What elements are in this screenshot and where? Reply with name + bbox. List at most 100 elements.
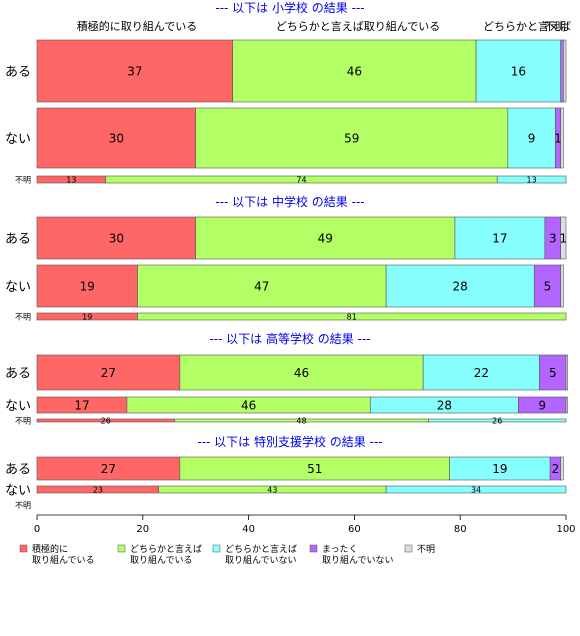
data-label: 19 bbox=[82, 312, 92, 321]
legend-swatch bbox=[212, 544, 221, 553]
row-label: ない bbox=[5, 399, 31, 414]
bar-segment bbox=[385, 485, 567, 494]
x-tick-label: 80 bbox=[454, 524, 467, 535]
bar-segment bbox=[560, 456, 564, 481]
data-label: 28 bbox=[437, 398, 452, 412]
data-label: 19 bbox=[492, 462, 507, 476]
x-tick-label: 60 bbox=[348, 524, 361, 535]
row-label: ない bbox=[5, 483, 31, 498]
row-label: 不明 bbox=[15, 417, 31, 426]
legend-label: 取り組んでいる bbox=[130, 554, 193, 566]
legend-swatch bbox=[117, 544, 126, 553]
bar-segment bbox=[385, 264, 535, 308]
legend-label: 積極的に bbox=[32, 543, 68, 555]
bar-segment bbox=[232, 39, 477, 103]
data-label: 46 bbox=[347, 64, 362, 78]
x-tick-label: 0 bbox=[34, 524, 40, 535]
data-label: 46 bbox=[241, 398, 256, 412]
data-label: 13 bbox=[66, 175, 76, 184]
bar-segment bbox=[422, 354, 540, 391]
bar-segment bbox=[507, 107, 556, 169]
bar-segment bbox=[36, 107, 196, 169]
legend-label: 取り組んでいる bbox=[32, 554, 95, 566]
data-label: 26 bbox=[492, 416, 502, 425]
data-label: 59 bbox=[344, 131, 359, 145]
data-label: 49 bbox=[318, 231, 333, 245]
data-label: 16 bbox=[511, 64, 526, 78]
data-label: 9 bbox=[528, 131, 536, 145]
data-label: 3 bbox=[549, 231, 557, 245]
bar-segment bbox=[428, 418, 567, 423]
bar-segment bbox=[36, 354, 181, 391]
bar-segment bbox=[563, 39, 567, 103]
row-label: ある bbox=[5, 65, 31, 80]
group-title: --- 以下は 中学校 の結果 --- bbox=[215, 194, 364, 209]
column-header: どちらかと言えば bbox=[483, 20, 571, 33]
legend-label: まったく bbox=[322, 544, 358, 555]
data-label: 30 bbox=[109, 131, 124, 145]
data-label: 74 bbox=[296, 175, 306, 184]
data-label: 46 bbox=[294, 366, 309, 380]
data-label: 47 bbox=[254, 279, 269, 293]
bar-segment bbox=[195, 216, 456, 260]
bar-segment bbox=[137, 312, 567, 321]
data-label: 1 bbox=[554, 131, 562, 145]
data-label: 17 bbox=[74, 398, 89, 412]
bar-segment bbox=[560, 216, 567, 260]
row-label: ない bbox=[5, 132, 31, 147]
group-title: --- 以下は 特別支援学校 の結果 --- bbox=[197, 434, 382, 449]
group-title: --- 以下は 高等学校 の結果 --- bbox=[209, 331, 370, 346]
bar-segment bbox=[560, 107, 564, 169]
data-label: 43 bbox=[267, 485, 277, 494]
data-label: 1 bbox=[560, 231, 568, 245]
column-header: どちらかと言えば取り組んでいる bbox=[276, 20, 440, 33]
legend-swatch bbox=[404, 544, 413, 553]
data-label: 22 bbox=[474, 366, 489, 380]
legend-swatch bbox=[19, 544, 28, 553]
x-tick-label: 100 bbox=[556, 524, 575, 535]
row-label: 不明 bbox=[15, 176, 31, 185]
row-label: ない bbox=[5, 280, 31, 295]
data-label: 2 bbox=[552, 462, 560, 476]
row-label: 不明 bbox=[15, 501, 31, 510]
data-label: 27 bbox=[101, 366, 116, 380]
data-label: 51 bbox=[307, 462, 322, 476]
row-label: ある bbox=[5, 232, 31, 247]
row-label: ある bbox=[5, 366, 31, 381]
legend-label: どちらかと言えば bbox=[130, 543, 202, 555]
x-tick-label: 20 bbox=[136, 524, 149, 535]
data-label: 17 bbox=[492, 231, 507, 245]
data-label: 34 bbox=[471, 485, 481, 494]
bar-segment bbox=[565, 354, 568, 391]
data-label: 5 bbox=[549, 366, 557, 380]
data-label: 23 bbox=[93, 485, 103, 494]
bar-segment bbox=[496, 175, 567, 184]
bar-segment bbox=[560, 264, 564, 308]
data-label: 13 bbox=[527, 175, 537, 184]
bar-segment bbox=[36, 216, 196, 260]
data-label: 9 bbox=[538, 398, 546, 412]
data-label: 27 bbox=[101, 462, 116, 476]
bar-segment bbox=[195, 107, 509, 169]
row-label: 不明 bbox=[15, 313, 31, 322]
legend-swatch bbox=[309, 544, 318, 553]
bar-segment bbox=[36, 264, 138, 308]
bar-segment bbox=[560, 39, 564, 103]
legend-label: 取り組んでいない bbox=[225, 554, 297, 566]
data-label: 48 bbox=[296, 416, 306, 425]
data-label: 19 bbox=[80, 279, 95, 293]
legend-label: 不明 bbox=[417, 544, 435, 555]
row-label: ある bbox=[5, 462, 31, 477]
bar-segment bbox=[565, 396, 568, 414]
x-tick-label: 40 bbox=[242, 524, 255, 535]
data-label: 30 bbox=[109, 231, 124, 245]
data-label: 81 bbox=[347, 312, 357, 321]
bar-segment bbox=[539, 354, 567, 391]
column-header: 積極的に取り組んでいる bbox=[77, 19, 197, 33]
data-label: 5 bbox=[544, 279, 552, 293]
data-label: 26 bbox=[101, 416, 111, 425]
column-header: 不明 bbox=[544, 20, 566, 33]
group-title: --- 以下は 小学校 の結果 --- bbox=[215, 0, 364, 15]
legend-label: 取り組んでいない bbox=[322, 554, 394, 566]
